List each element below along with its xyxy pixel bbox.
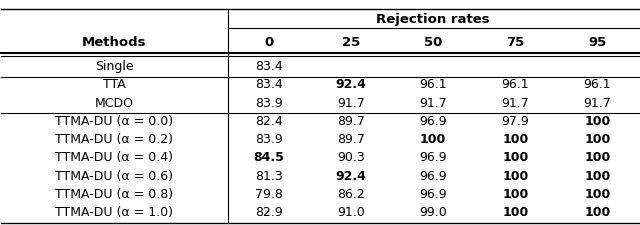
Text: 82.9: 82.9 [255,206,283,219]
Text: 79.8: 79.8 [255,188,283,201]
Text: Rejection rates: Rejection rates [376,13,490,26]
Text: 100: 100 [584,151,611,164]
Text: 81.3: 81.3 [255,170,283,182]
Text: 96.1: 96.1 [419,79,447,91]
Text: 96.1: 96.1 [584,79,611,91]
Text: 89.7: 89.7 [337,115,365,128]
Text: 100: 100 [502,188,529,201]
Text: 83.9: 83.9 [255,97,283,110]
Text: 100: 100 [584,170,611,182]
Text: 100: 100 [502,133,529,146]
Text: 0: 0 [264,36,273,49]
Text: 96.9: 96.9 [419,170,447,182]
Text: 95: 95 [588,36,607,49]
Text: Methods: Methods [83,36,147,49]
Text: 83.4: 83.4 [255,60,283,73]
Text: MCDO: MCDO [95,97,134,110]
Text: TTA: TTA [103,79,126,91]
Text: 100: 100 [584,188,611,201]
Text: 100: 100 [502,206,529,219]
Text: 100: 100 [502,170,529,182]
Text: 96.9: 96.9 [419,151,447,164]
Text: 96.9: 96.9 [419,115,447,128]
Text: TTMA-DU (α = 0.4): TTMA-DU (α = 0.4) [56,151,173,164]
Text: 91.7: 91.7 [501,97,529,110]
Text: 50: 50 [424,36,442,49]
Text: 97.9: 97.9 [501,115,529,128]
Text: 83.4: 83.4 [255,79,283,91]
Text: 25: 25 [342,36,360,49]
Text: 91.7: 91.7 [419,97,447,110]
Text: 92.4: 92.4 [335,79,366,91]
Text: 84.5: 84.5 [253,151,284,164]
Text: 83.9: 83.9 [255,133,283,146]
Text: Single: Single [95,60,134,73]
Text: 91.0: 91.0 [337,206,365,219]
Text: 96.1: 96.1 [502,79,529,91]
Text: 100: 100 [502,151,529,164]
Text: TTMA-DU (α = 0.6): TTMA-DU (α = 0.6) [56,170,173,182]
Text: TTMA-DU (α = 0.8): TTMA-DU (α = 0.8) [56,188,173,201]
Text: TTMA-DU (α = 0.2): TTMA-DU (α = 0.2) [56,133,173,146]
Text: 100: 100 [584,115,611,128]
Text: TTMA-DU (α = 0.0): TTMA-DU (α = 0.0) [56,115,173,128]
Text: 90.3: 90.3 [337,151,365,164]
Text: 82.4: 82.4 [255,115,283,128]
Text: 100: 100 [584,133,611,146]
Text: 86.2: 86.2 [337,188,365,201]
Text: 100: 100 [420,133,446,146]
Text: 96.9: 96.9 [419,188,447,201]
Text: 89.7: 89.7 [337,133,365,146]
Text: 91.7: 91.7 [337,97,365,110]
Text: 100: 100 [584,206,611,219]
Text: 99.0: 99.0 [419,206,447,219]
Text: 92.4: 92.4 [335,170,366,182]
Text: TTMA-DU (α = 1.0): TTMA-DU (α = 1.0) [56,206,173,219]
Text: 75: 75 [506,36,524,49]
Text: 91.7: 91.7 [584,97,611,110]
